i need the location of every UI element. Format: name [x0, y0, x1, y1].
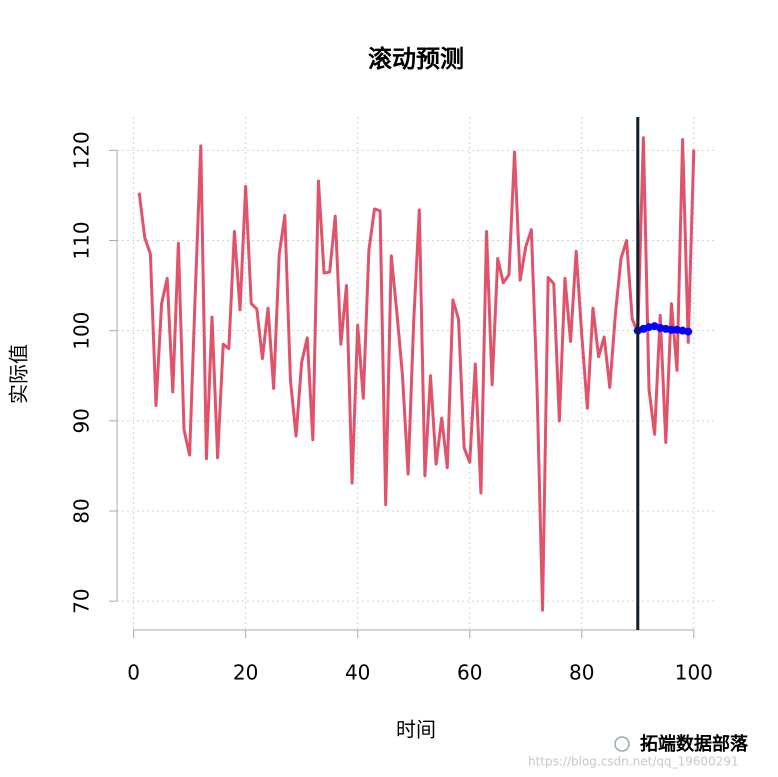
y-tick-label: 120 — [70, 131, 94, 169]
series-point — [684, 327, 693, 336]
y-tick-label: 70 — [70, 588, 94, 613]
x-axis-label: 时间 — [396, 718, 436, 742]
y-tick-label: 100 — [70, 312, 94, 350]
series-line — [137, 136, 696, 612]
x-tick-label: 60 — [457, 661, 482, 685]
x-tick-label: 20 — [233, 661, 258, 685]
x-tick-label: 100 — [675, 661, 713, 685]
y-tick-label: 90 — [70, 408, 94, 433]
y-axis-label: 实际值 — [7, 344, 31, 404]
watermark-url: https://blog.csdn.net/qq_19600291 — [528, 755, 739, 769]
x-tick-label: 0 — [127, 661, 140, 685]
watermark: 拓端数据部落 https://blog.csdn.net/qq_19600291 — [528, 733, 749, 769]
chart-title: 滚动预测 — [368, 45, 464, 73]
watermark-brand: 拓端数据部落 — [640, 733, 749, 755]
series-point — [667, 325, 676, 334]
y-tick-label: 80 — [70, 498, 94, 523]
x-tick-label: 40 — [345, 661, 370, 685]
x-tick-label: 80 — [569, 661, 594, 685]
y-tick-label: 110 — [70, 221, 94, 259]
watermark-icon — [614, 736, 630, 752]
